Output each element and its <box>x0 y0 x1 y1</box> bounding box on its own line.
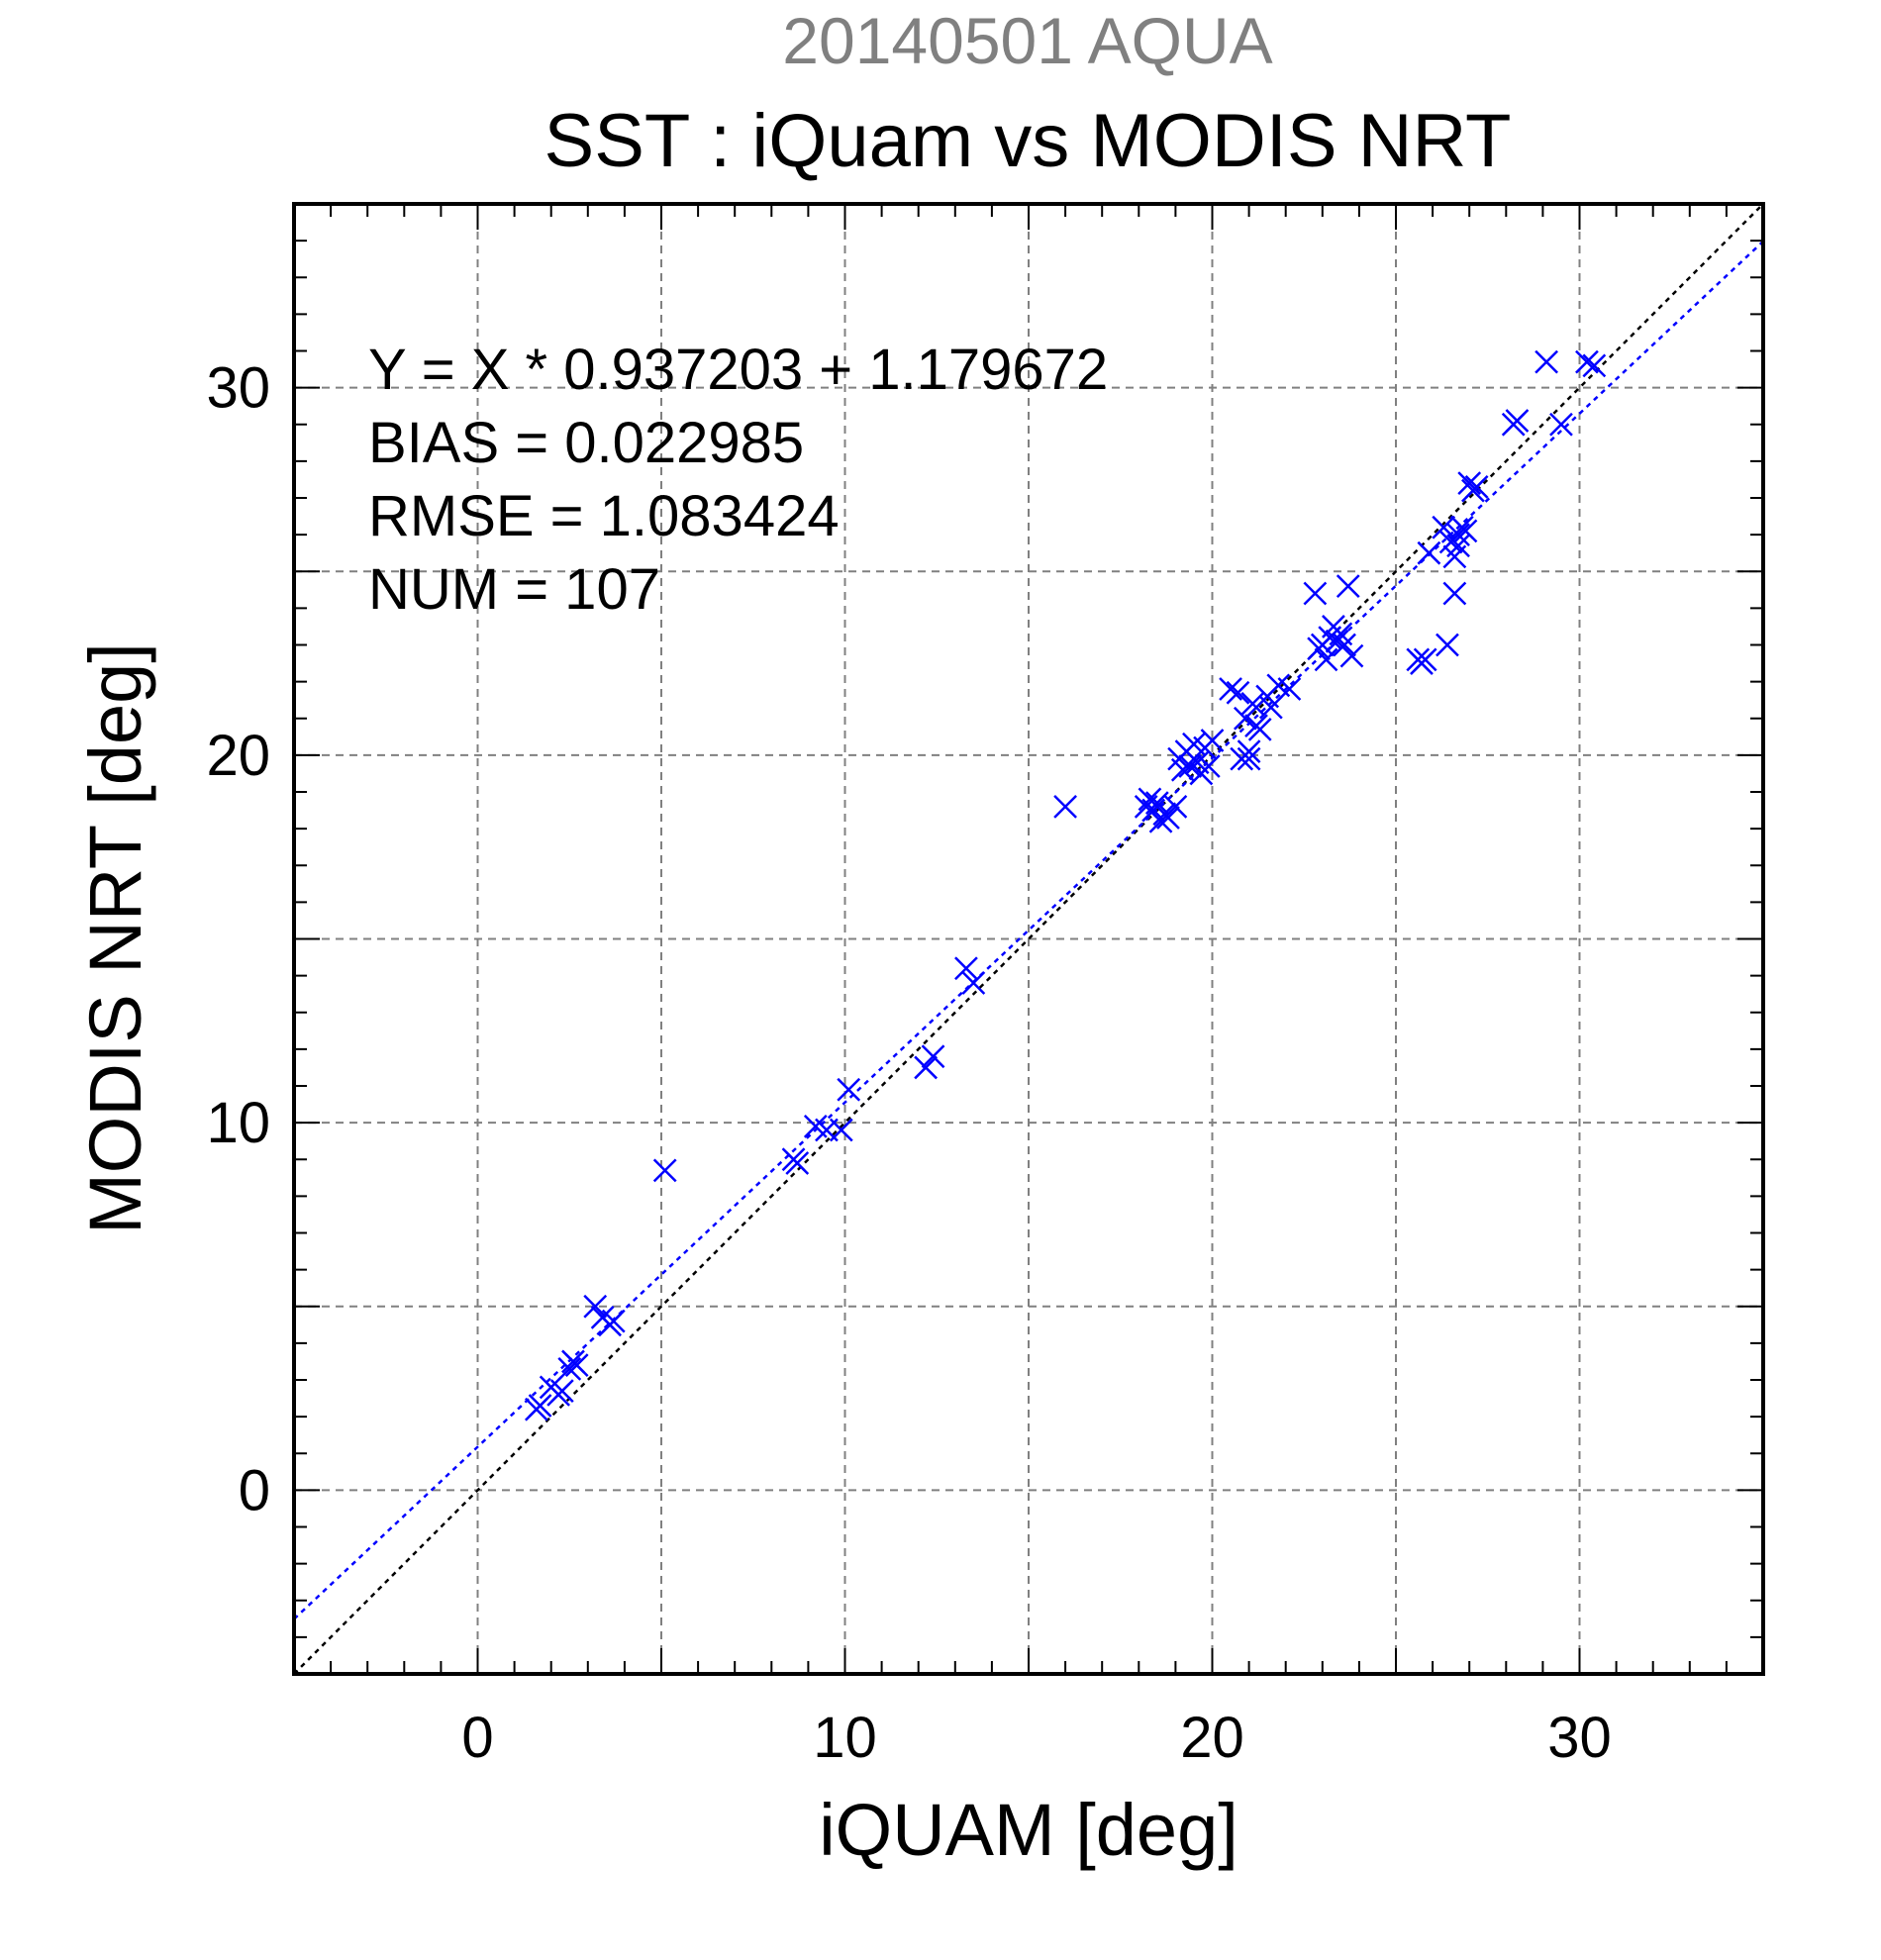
data-point <box>1226 680 1250 705</box>
data-point <box>1575 349 1599 374</box>
data-point <box>1200 729 1225 752</box>
data-point <box>1219 677 1242 701</box>
data-point <box>557 1356 582 1381</box>
data-point <box>1336 574 1360 598</box>
x-tick-label: 30 <box>1547 1706 1612 1770</box>
data-point <box>1464 474 1489 499</box>
x-tick-label: 20 <box>1180 1706 1244 1770</box>
data-point <box>1534 349 1558 374</box>
data-point <box>1549 412 1573 437</box>
data-point <box>1413 647 1437 672</box>
data-point <box>921 1044 945 1069</box>
data-point <box>1163 794 1188 819</box>
data-point <box>1442 581 1467 606</box>
data-point <box>961 971 986 995</box>
plot-frame <box>292 202 1765 1676</box>
data-point <box>652 1158 677 1183</box>
stats-annotation: Y = X * 0.937203 + 1.179672 BIAS = 0.022… <box>368 338 1108 622</box>
data-point <box>601 1309 626 1333</box>
data-point <box>1170 757 1195 782</box>
data-point <box>1240 692 1265 716</box>
data-point <box>1446 523 1470 547</box>
data-point <box>1417 540 1441 565</box>
data-point <box>528 1394 552 1418</box>
tick-labels: 0 10 20 30 0 10 20 30 <box>206 356 1611 1770</box>
rmse-value: RMSE = 1.083424 <box>368 484 840 548</box>
data-point <box>1314 647 1338 672</box>
data-point <box>1156 806 1180 830</box>
data-point <box>1234 706 1257 731</box>
data-point <box>1303 581 1328 606</box>
data-point <box>1333 633 1356 657</box>
data-point <box>1505 409 1530 433</box>
data-point <box>954 956 978 981</box>
data-point <box>1453 519 1478 543</box>
data-point <box>1258 695 1283 720</box>
data-points <box>524 349 1607 1421</box>
y-tick-label: 0 <box>239 1458 270 1522</box>
data-point <box>1144 791 1169 816</box>
gridlines <box>294 204 1763 1674</box>
y-axis-label: MODIS NRT [deg] <box>74 642 156 1234</box>
bias-value: BIAS = 0.022985 <box>368 411 804 475</box>
data-point <box>1237 739 1261 764</box>
x-tick-label: 0 <box>461 1706 493 1770</box>
sample-count: NUM = 107 <box>368 557 660 622</box>
data-point <box>1247 718 1272 741</box>
regression-equation: Y = X * 0.937203 + 1.179672 <box>368 338 1108 402</box>
data-point <box>1196 754 1221 778</box>
data-point <box>549 1379 574 1404</box>
data-point <box>1237 746 1261 771</box>
y-tick-label: 10 <box>206 1091 270 1155</box>
x-axis-label: iQUAM [deg] <box>819 1789 1238 1871</box>
data-point <box>1582 353 1607 378</box>
data-point <box>583 1294 608 1319</box>
data-point <box>1436 633 1459 657</box>
chart-subtitle: SST : iQuam vs MODIS NRT <box>544 99 1512 183</box>
y-tick-label: 30 <box>206 356 270 421</box>
chart-title: 20140501 AQUA <box>782 4 1272 77</box>
data-point <box>1178 754 1203 778</box>
data-point <box>561 1349 585 1374</box>
data-point <box>837 1077 861 1102</box>
data-point <box>829 1118 853 1142</box>
data-point <box>1053 794 1077 819</box>
data-point <box>785 1151 810 1175</box>
data-point <box>1432 515 1456 539</box>
data-point <box>914 1055 939 1080</box>
data-point <box>1339 643 1364 668</box>
data-point <box>1457 471 1482 496</box>
data-point <box>1446 534 1470 558</box>
x-tick-label: 10 <box>813 1706 877 1770</box>
y-tick-label: 20 <box>206 724 270 788</box>
minor-ticks <box>294 204 1763 1674</box>
data-point <box>1277 677 1302 701</box>
